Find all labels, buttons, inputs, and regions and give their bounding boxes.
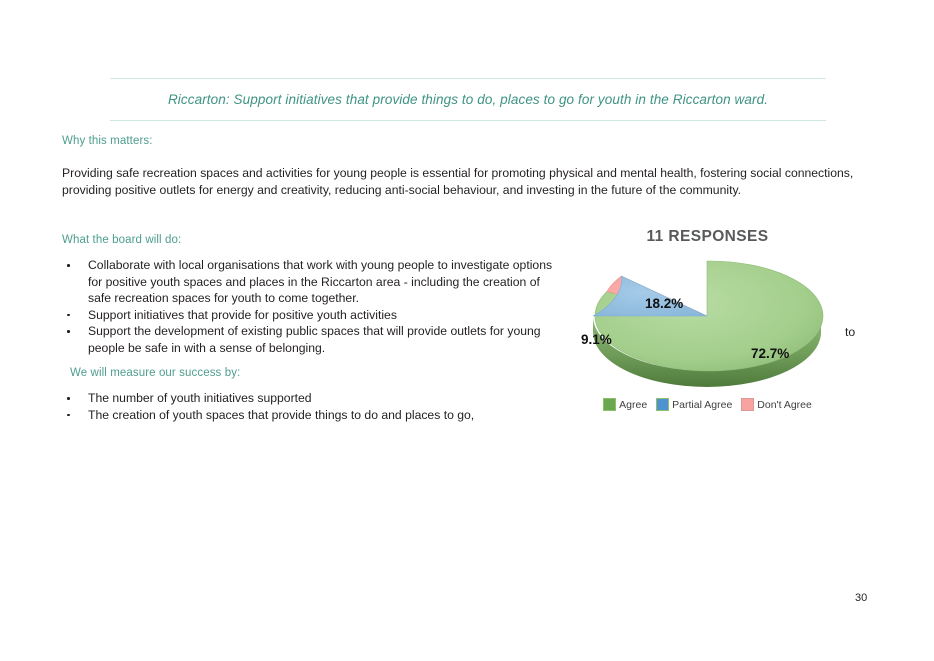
list-item: Support the development of existing publ…	[62, 323, 562, 356]
paragraph-why-this-matters: Providing safe recreation spaces and act…	[62, 166, 854, 197]
pie-svg	[592, 260, 824, 387]
pie-slices	[592, 260, 824, 372]
legend-swatch-dont-agree	[741, 398, 755, 411]
title-band: Riccarton: Support initiatives that prov…	[110, 78, 826, 122]
page-number: 30	[855, 592, 868, 604]
title-rule-top	[110, 78, 826, 79]
title-rule-bottom	[110, 120, 826, 122]
pie-label-dont-agree: 18.2%	[645, 296, 684, 311]
page-title: Riccarton: Support initiatives that prov…	[167, 92, 769, 107]
heading-what-the-board-will-do: What the board will do:	[62, 234, 182, 246]
legend-label-dont-agree: Don't Agree	[757, 398, 812, 411]
legend-item-agree: Agree	[603, 398, 647, 411]
list-item: Collaborate with local organisations tha…	[62, 257, 562, 307]
pie-label-agree: 72.7%	[751, 346, 790, 361]
legend-label-agree: Agree	[619, 398, 648, 411]
list-item: The creation of youth spaces that provid…	[62, 407, 502, 424]
pie-3d-side	[593, 316, 821, 387]
list-item: Support initiatives that provide for pos…	[62, 307, 562, 324]
legend-item-dont-agree: Don't Agree	[741, 398, 812, 411]
pie-slice-partial-agree	[592, 275, 708, 317]
legend-swatch-agree	[603, 398, 617, 411]
pie-label-partial-agree: 9.1%	[581, 332, 612, 347]
legend-swatch-partial-agree	[656, 398, 670, 411]
legend-label-partial-agree: Partial Agree	[672, 398, 733, 411]
measures-list: The number of youth initiatives supporte…	[62, 390, 502, 423]
legend-item-partial-agree: Partial Agree	[656, 398, 732, 411]
responses-pie-chart: 11 RESPONSES	[575, 228, 840, 428]
chart-title: 11 RESPONSES	[646, 228, 769, 245]
board-actions-list: Collaborate with local organisations tha…	[62, 257, 562, 356]
chart-legend: Agree Partial Agree Don't Agree	[575, 398, 840, 411]
pie-graphic: 72.7% 18.2% 9.1%	[581, 254, 831, 392]
pie-slice-agree	[594, 260, 824, 372]
heading-why-this-matters: Why this matters:	[62, 135, 153, 147]
stray-text-fragment: to	[845, 325, 856, 339]
list-item: The number of youth initiatives supporte…	[62, 390, 502, 407]
heading-measure-success: We will measure our success by:	[70, 367, 241, 379]
